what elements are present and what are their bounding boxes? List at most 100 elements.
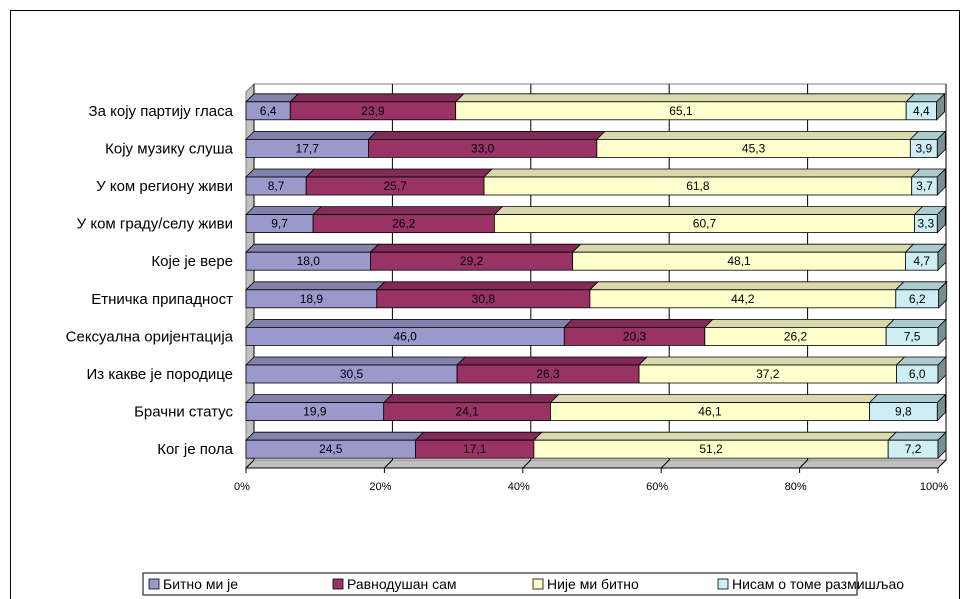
bar-top-face bbox=[549, 394, 879, 404]
data-label: 60,7 bbox=[693, 217, 717, 231]
data-label: 3,3 bbox=[918, 217, 935, 231]
legend-entry: Није ми битно bbox=[547, 576, 639, 592]
bar-top-face bbox=[571, 243, 915, 253]
category-label: Које је вере bbox=[151, 253, 233, 270]
bar-side-face bbox=[936, 92, 946, 121]
data-label: 3,9 bbox=[915, 141, 932, 155]
legend-swatch bbox=[532, 578, 544, 590]
bar-top-face bbox=[245, 168, 316, 178]
data-label: 33,0 bbox=[471, 141, 495, 155]
data-label: 9,7 bbox=[271, 217, 288, 231]
bar-top-face bbox=[456, 356, 649, 366]
bar-top-face bbox=[382, 394, 560, 404]
data-label: 23,9 bbox=[361, 104, 385, 118]
bar-top-face bbox=[483, 168, 921, 178]
data-label: 65,1 bbox=[669, 104, 693, 118]
bar-side-face bbox=[936, 168, 946, 196]
bar-top-face bbox=[245, 356, 467, 366]
data-label: 19,9 bbox=[303, 405, 327, 419]
data-label: 48,1 bbox=[727, 254, 751, 268]
legend-entry: Равнодушан сам bbox=[347, 576, 457, 592]
chart-frame bbox=[10, 10, 960, 599]
bar-top-face bbox=[245, 318, 574, 328]
bar-top-face bbox=[245, 130, 378, 140]
data-label: 26,2 bbox=[784, 329, 808, 343]
category-label: Из какве је породице bbox=[87, 366, 234, 383]
category-label: Коју музику слуша bbox=[105, 140, 234, 157]
gridline-depth bbox=[660, 459, 670, 469]
data-label: 18,0 bbox=[297, 254, 321, 268]
bar-top-face bbox=[493, 206, 924, 216]
x-tick-label: 0% bbox=[234, 481, 250, 493]
bar-top-face bbox=[305, 168, 494, 178]
bar-top-face bbox=[289, 93, 465, 103]
data-label: 4,7 bbox=[913, 254, 930, 268]
data-label: 46,1 bbox=[698, 405, 722, 419]
gridline-depth bbox=[937, 459, 947, 469]
legend-entry: Битно ми је bbox=[163, 576, 238, 592]
bar-top-face bbox=[245, 431, 425, 441]
data-label: 20,3 bbox=[623, 329, 647, 343]
bar-top-face bbox=[312, 206, 504, 216]
data-label: 8,7 bbox=[268, 179, 285, 193]
data-label: 44,2 bbox=[731, 292, 755, 306]
bar-top-face bbox=[369, 243, 582, 253]
x-tick-label: 100% bbox=[920, 481, 948, 493]
bar-side-face bbox=[938, 280, 948, 309]
bar-top-face bbox=[595, 130, 920, 140]
category-label: Сексуална оријентација bbox=[66, 328, 234, 345]
category-label: У ком граду/селу живи bbox=[77, 216, 233, 233]
data-label: 51,2 bbox=[699, 442, 723, 456]
legend-swatch bbox=[332, 578, 344, 590]
bar-top-face bbox=[532, 431, 898, 441]
data-label: 26,3 bbox=[536, 367, 560, 381]
data-label: 6,2 bbox=[909, 292, 926, 306]
data-label: 30,8 bbox=[472, 292, 496, 306]
data-label: 29,2 bbox=[460, 254, 484, 268]
category-label: Ког је пола bbox=[157, 441, 233, 458]
bar-side-face bbox=[937, 356, 947, 384]
data-label: 7,5 bbox=[904, 329, 921, 343]
bar-top-face bbox=[245, 394, 393, 404]
bar-top-face bbox=[563, 318, 714, 328]
data-label: 45,3 bbox=[742, 141, 766, 155]
bar-top-face bbox=[245, 206, 323, 216]
data-label: 6,0 bbox=[909, 367, 926, 381]
legend-swatch bbox=[148, 578, 160, 590]
data-label: 30,5 bbox=[340, 367, 364, 381]
data-label: 26,2 bbox=[392, 217, 416, 231]
bar-top-face bbox=[454, 93, 916, 103]
data-label: 4,4 bbox=[913, 104, 930, 118]
legend-swatch bbox=[717, 578, 729, 590]
data-label: 25,7 bbox=[383, 179, 407, 193]
bar-top-face bbox=[245, 281, 386, 291]
data-label: 17,7 bbox=[296, 141, 320, 155]
data-label: 6,4 bbox=[260, 104, 277, 118]
bar-top-face bbox=[638, 356, 906, 366]
category-label: За коју партију гласа bbox=[89, 103, 234, 120]
data-label: 18,9 bbox=[300, 292, 324, 306]
data-label: 7,2 bbox=[905, 442, 922, 456]
category-label: У ком региону живи bbox=[96, 178, 233, 195]
data-label: 17,1 bbox=[463, 442, 487, 456]
bar-side-face bbox=[937, 243, 947, 272]
plot-floor bbox=[244, 459, 948, 469]
data-label: 24,5 bbox=[319, 442, 343, 456]
bar-top-face bbox=[868, 394, 947, 404]
gridline-depth bbox=[245, 459, 255, 469]
bar-side-face bbox=[936, 205, 946, 234]
data-label: 61,8 bbox=[686, 179, 710, 193]
category-label: Етничка припадност bbox=[91, 291, 233, 308]
bar-top-face bbox=[703, 318, 896, 328]
category-label: Брачни статус bbox=[134, 404, 233, 421]
bar-side-face bbox=[936, 130, 946, 159]
bar-side-face bbox=[937, 431, 947, 460]
bar-top-face bbox=[895, 356, 947, 366]
x-tick-label: 40% bbox=[508, 481, 530, 493]
data-label: 9,8 bbox=[895, 405, 912, 419]
bar-side-face bbox=[937, 318, 947, 347]
legend-entry: Нисам о томе размишљао bbox=[732, 576, 904, 592]
legend-box bbox=[142, 572, 858, 596]
bar-top-face bbox=[245, 93, 300, 103]
gridline-depth bbox=[522, 459, 532, 469]
